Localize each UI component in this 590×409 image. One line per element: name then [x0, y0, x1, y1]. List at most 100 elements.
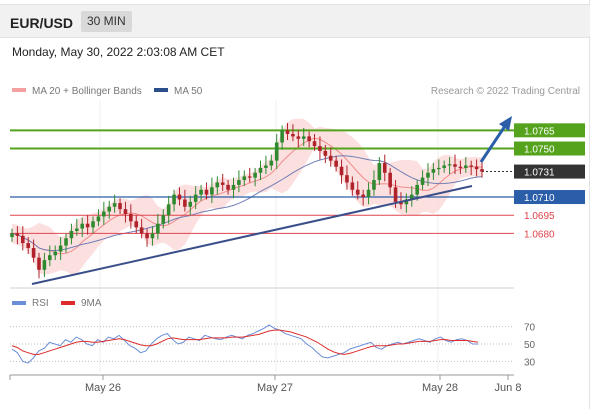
candle-body	[183, 199, 187, 207]
level-resistance: 1.0750	[10, 141, 585, 156]
candle-body	[328, 155, 333, 161]
candle-body	[85, 223, 90, 228]
candle	[129, 204, 133, 229]
ma50-label: MA 50	[174, 86, 203, 97]
candle	[409, 186, 414, 207]
candle-body	[215, 182, 220, 188]
header-bar: EUR/USD 30 MIN	[0, 4, 590, 38]
candle-body	[323, 150, 328, 156]
candle	[474, 159, 479, 177]
candle	[264, 155, 268, 174]
candle	[220, 173, 225, 191]
candle-body	[21, 235, 25, 244]
candle	[75, 218, 79, 236]
candle	[312, 133, 317, 151]
candle	[436, 159, 441, 176]
candle	[48, 245, 52, 267]
candle-body	[318, 146, 322, 151]
candle	[247, 167, 252, 183]
time-tick-label: May 27	[257, 382, 293, 394]
candle-body	[274, 142, 279, 161]
candle-body	[366, 189, 371, 198]
candle-body	[237, 180, 241, 185]
candle	[453, 154, 457, 174]
rsi-ma-label: 9MA	[81, 298, 102, 309]
candle-body	[253, 172, 257, 178]
candle	[118, 198, 122, 215]
level-tag	[514, 141, 585, 156]
time-tick-label: Jun 8	[495, 382, 522, 394]
candle-body	[37, 257, 41, 270]
candle-body	[420, 177, 425, 185]
candle-body	[480, 169, 484, 172]
candle	[31, 239, 36, 263]
candle-body	[91, 221, 95, 228]
rsi-ma-swatch	[61, 301, 75, 305]
candle-body	[404, 199, 409, 205]
candle	[53, 245, 58, 261]
candle-body	[26, 243, 31, 248]
candle	[96, 209, 101, 227]
candle-body	[69, 230, 74, 239]
candle	[328, 147, 333, 167]
candle	[102, 201, 106, 225]
candle-body	[453, 164, 457, 167]
candle-body	[10, 233, 14, 238]
candle-body	[296, 136, 301, 139]
level-tag-label: 1.0680	[524, 229, 555, 240]
candle	[339, 159, 344, 184]
level-tag-label: 1.0731	[524, 168, 555, 179]
candle-body	[80, 223, 85, 229]
candle-body	[188, 201, 193, 207]
candle	[80, 217, 85, 238]
candle-body	[31, 247, 36, 258]
candle	[139, 218, 144, 239]
candle	[442, 160, 446, 173]
timeframe-badge[interactable]: 30 MIN	[81, 11, 132, 32]
candle	[226, 180, 230, 195]
candle	[426, 163, 430, 187]
level-last: 1.0731	[482, 164, 585, 179]
candle	[280, 125, 284, 150]
candle-body	[426, 172, 430, 178]
candle-body	[210, 187, 214, 195]
credit-label: Research © 2022 Trading Central	[431, 86, 580, 97]
candle-body	[388, 172, 392, 188]
candle-body	[150, 233, 155, 239]
candle-body	[415, 184, 419, 195]
candle	[463, 157, 468, 173]
candle-body	[382, 163, 387, 173]
candle-body	[96, 216, 101, 222]
candle-body	[436, 167, 441, 170]
candle-body	[377, 163, 382, 181]
candle-body	[161, 215, 166, 224]
candle-body	[231, 184, 236, 190]
level-tag	[514, 123, 585, 138]
candle	[345, 165, 349, 190]
level-support: 1.0695	[10, 211, 555, 222]
candle	[382, 154, 387, 182]
ma20-line	[11, 137, 483, 255]
candle-body	[458, 166, 463, 168]
rsi-tick-label: 70	[524, 323, 536, 334]
candle-body	[463, 165, 468, 168]
candle	[21, 226, 25, 251]
candle	[469, 160, 473, 176]
candle	[355, 181, 360, 200]
candle	[183, 189, 187, 212]
candle-body	[339, 166, 344, 176]
candle	[112, 194, 117, 213]
candle-body	[193, 194, 198, 202]
support-trendline	[31, 185, 473, 285]
candle-body	[355, 189, 360, 195]
candle-body	[42, 260, 47, 270]
candle-body	[145, 233, 149, 239]
ma50-line	[11, 155, 483, 252]
candle-body	[334, 160, 338, 167]
candle-body	[156, 223, 160, 234]
candle-body	[75, 228, 79, 231]
candle	[134, 215, 139, 234]
rsi-tick-label: 50	[524, 340, 536, 351]
candle	[237, 170, 241, 193]
candle-body	[199, 189, 203, 195]
